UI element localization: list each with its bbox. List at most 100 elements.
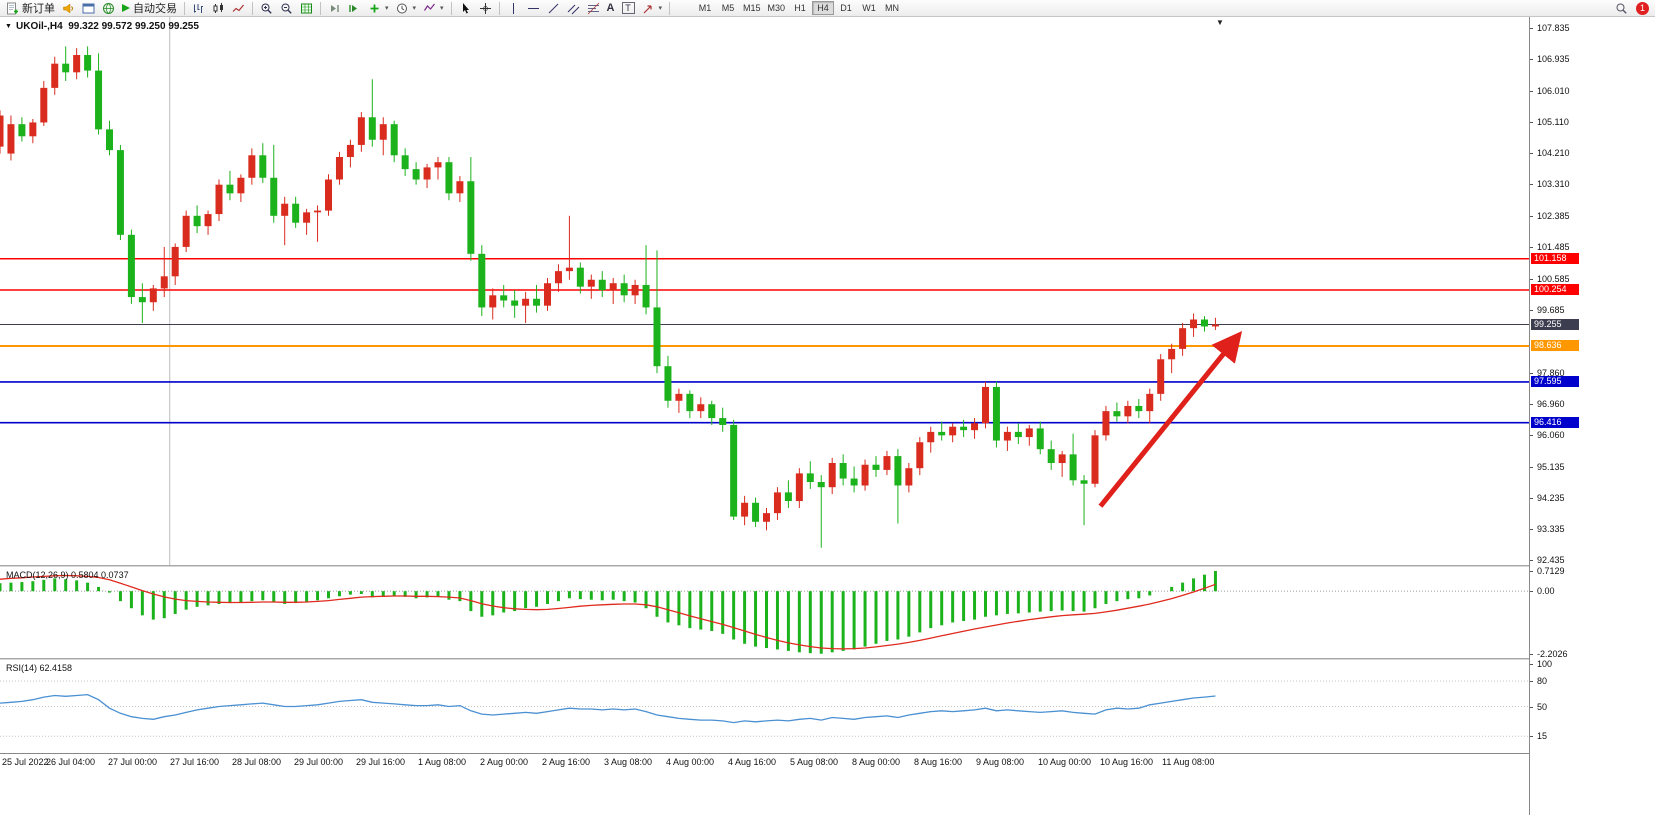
time-tick-label: 3 Aug 08:00 — [604, 757, 653, 767]
candle-body — [456, 181, 464, 194]
candle-body — [522, 298, 530, 306]
candle-body — [653, 307, 661, 367]
trendline-tool-button[interactable] — [544, 1, 563, 16]
price-tick-mark — [1530, 372, 1533, 374]
macd-tick-label: 0.7129 — [1537, 565, 1565, 576]
candle-body — [763, 513, 770, 522]
channel-tool-button[interactable] — [564, 1, 583, 16]
community-button[interactable] — [99, 1, 118, 16]
macd-tick-label: 0.00 — [1537, 586, 1555, 597]
new-order-button[interactable]: 新订单 — [3, 1, 58, 16]
auto-trading-button[interactable]: 自动交易 — [119, 1, 180, 16]
candlestick-mode-button[interactable] — [209, 1, 228, 16]
candle-body — [675, 393, 683, 401]
price-axis[interactable]: 107.835 106.935 106.010 105.110 104.210 103.3… — [1529, 0, 1655, 815]
trend-arrow-annotation[interactable] — [1098, 330, 1243, 508]
candle-body — [631, 284, 639, 296]
candle-body — [883, 456, 891, 470]
time-tick-label: 28 Jul 08:00 — [232, 757, 282, 767]
time-axis[interactable]: 25 Jul 2022 26 Jul 04:00 27 Jul 00:00 27 Ju… — [0, 753, 1529, 772]
candle-body — [259, 155, 267, 178]
timeframe-button-h1[interactable]: H1 — [789, 1, 811, 15]
candle-body — [1036, 428, 1044, 450]
price-tick-mark — [1530, 466, 1533, 468]
candle-body — [806, 473, 814, 483]
zoom-in-button[interactable] — [257, 1, 276, 16]
search-button[interactable] — [1612, 1, 1631, 16]
candle-body — [949, 426, 957, 436]
timeframe-button-m5[interactable]: M5 — [717, 1, 739, 15]
candle-body — [106, 129, 113, 151]
candle-body — [927, 431, 935, 443]
candle-body — [171, 246, 179, 277]
candle-body — [1047, 449, 1055, 464]
auto-scroll-button[interactable] — [325, 1, 344, 16]
candle-body — [401, 155, 409, 170]
timeframe-button-m30[interactable]: M30 — [765, 1, 789, 15]
price-tick-label: 105.110 — [1537, 117, 1569, 128]
candle-body — [0, 115, 4, 147]
text-tool-button[interactable]: A — [604, 1, 618, 16]
vertical-line-tool-button[interactable] — [504, 1, 523, 16]
candle-body — [478, 253, 486, 308]
timeframe-button-w1[interactable]: W1 — [858, 1, 880, 15]
label-tool-button[interactable]: T — [619, 1, 638, 16]
new-chart-button[interactable] — [79, 1, 98, 16]
timeframe-button-mn[interactable]: MN — [881, 1, 903, 15]
rsi-tick-label: 80 — [1537, 676, 1548, 686]
candle-body — [248, 155, 256, 178]
candle-body — [982, 386, 989, 424]
price-tick-label: 94.235 — [1537, 493, 1565, 504]
timeframe-button-d1[interactable]: D1 — [835, 1, 857, 15]
price-tick-label: 100.585 — [1537, 273, 1570, 284]
rsi-panel[interactable] — [0, 660, 1529, 753]
macd-panel[interactable] — [0, 567, 1529, 658]
one-click-trading-toggle[interactable] — [5, 23, 12, 30]
chart-shift-marker[interactable] — [1216, 18, 1224, 27]
macd-tick-mark — [1530, 653, 1533, 655]
timeframe-button-m1[interactable]: M1 — [694, 1, 716, 15]
timeframe-button-m15[interactable]: M15 — [740, 1, 764, 15]
line-chart-mode-button[interactable] — [229, 1, 248, 16]
panel-splitter[interactable] — [0, 658, 1529, 661]
bar-chart-mode-button[interactable] — [189, 1, 208, 16]
rsi-tick-mark — [1530, 706, 1533, 708]
price-tick-mark — [1530, 59, 1533, 60]
candle-body — [7, 124, 15, 154]
chart-shift-button[interactable] — [345, 1, 364, 16]
candle-body — [773, 492, 781, 514]
period-menu-button[interactable] — [393, 1, 420, 16]
auto-scroll-icon — [331, 4, 339, 12]
horizontal-line-tool-button[interactable] — [524, 1, 543, 16]
candle-body — [686, 393, 694, 412]
rsi-legend: RSI(14) 62.4158 — [6, 663, 73, 673]
price-tick-mark — [1530, 27, 1533, 29]
fibonacci-tool-button[interactable] — [584, 1, 603, 16]
text-tool-label: A — [606, 2, 615, 14]
cursor-tool-button[interactable] — [456, 1, 475, 16]
time-tick-label: 10 Aug 00:00 — [1038, 757, 1092, 767]
templates-button[interactable] — [420, 1, 447, 16]
chart-shift-icon — [349, 4, 357, 12]
tile-windows-button[interactable] — [297, 1, 316, 16]
main-chart[interactable] — [0, 17, 1529, 565]
timeframe-button-h4[interactable]: H4 — [812, 1, 835, 15]
alerts-button[interactable] — [59, 1, 78, 16]
shapes-tool-button[interactable] — [639, 1, 666, 16]
candle-body — [29, 122, 37, 137]
time-tick-label: 25 Jul 2022 — [2, 757, 49, 767]
notification-badge[interactable]: 1 — [1636, 1, 1649, 15]
candle-body — [500, 295, 508, 301]
zoom-out-button[interactable] — [277, 1, 296, 16]
candle-body — [872, 464, 880, 470]
candle-body — [905, 468, 913, 486]
panel-splitter[interactable] — [0, 565, 1529, 568]
add-indicator-button[interactable] — [365, 1, 392, 16]
candle-body — [1003, 431, 1011, 441]
candle-body — [817, 482, 825, 488]
vertical-line-icon — [512, 2, 514, 14]
crosshair-tool-button[interactable] — [476, 1, 495, 16]
macd-tick-mark — [1530, 570, 1533, 572]
price-tick-mark — [1530, 403, 1533, 405]
time-tick-label: 11 Aug 08:00 — [1162, 757, 1215, 767]
